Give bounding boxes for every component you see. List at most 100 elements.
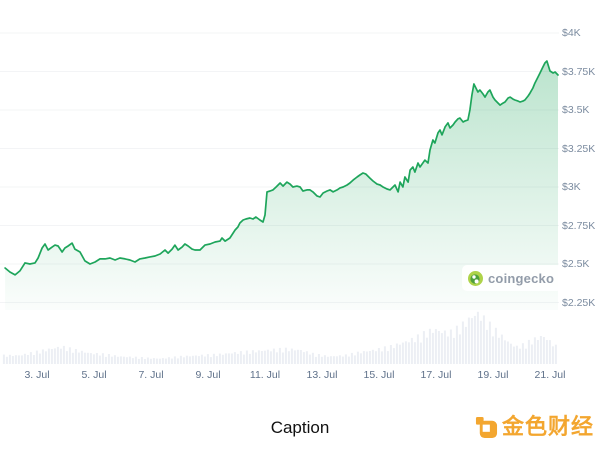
volume-bar (125, 357, 128, 364)
volume-bar (272, 348, 275, 364)
price-line (4, 60, 559, 276)
volume-bar (512, 346, 515, 364)
volume-bar (32, 355, 35, 364)
caption-text: Caption (270, 418, 330, 437)
volume-bar (458, 334, 461, 364)
volume-bar (467, 317, 470, 364)
volume-bar (164, 358, 167, 364)
volume-bar (218, 353, 221, 364)
volume-bar (365, 351, 368, 364)
volume-bar (389, 345, 392, 364)
y-axis-label: $3.75K (562, 65, 596, 78)
volume-bar (308, 354, 311, 364)
x-axis-label: 19. Jul (477, 369, 509, 381)
volume-bar (449, 329, 452, 364)
volume-bar (350, 352, 353, 364)
volume-bar (353, 355, 356, 364)
volume-bar (53, 348, 56, 364)
volume-bar (257, 350, 260, 364)
y-axis-label: $2.5K (562, 258, 590, 270)
volume-bar (452, 337, 455, 364)
volume-bar (41, 349, 44, 364)
volume-bar (269, 351, 272, 364)
y-axis-label: $4K (562, 27, 581, 39)
price-chart[interactable]: coingecko $4K $3.75K $3.5K $3.25K $3K $2.75K $… (0, 0, 600, 390)
volume-bar (2, 354, 5, 364)
volume-bar (14, 355, 17, 364)
volume-bar (236, 353, 239, 364)
volume-bar (8, 354, 11, 364)
x-axis-label: 9. Jul (195, 369, 221, 381)
x-axis-label: 5. Jul (81, 369, 107, 381)
volume-bar (263, 350, 266, 364)
volume-bar (227, 353, 230, 364)
volume-bar (110, 356, 113, 364)
volume-bar (329, 356, 332, 364)
volume-bar (182, 357, 185, 364)
volume-bar (158, 358, 161, 364)
volume-bar (431, 332, 434, 364)
volume-bar (518, 348, 521, 364)
volume-bar (401, 342, 404, 364)
volume-bar (455, 325, 458, 364)
volume-bar (38, 353, 41, 364)
volume-bar (191, 355, 194, 364)
volume-bar (248, 353, 251, 364)
volume-bar (383, 346, 386, 364)
volume-bar (527, 339, 530, 364)
volume-bar (290, 348, 293, 364)
y-axis-label: $3K (562, 181, 581, 193)
volume-bar (413, 342, 416, 364)
volume-bar (29, 352, 32, 364)
volume-bar (104, 356, 107, 364)
volume-bar (482, 315, 485, 364)
volume-bar (224, 353, 227, 364)
volume-bar (347, 356, 350, 364)
volume-bar (494, 327, 497, 364)
volume-bar (419, 342, 422, 364)
volume-bar (473, 315, 476, 364)
volume-bar (47, 348, 50, 364)
volume-bar (209, 357, 212, 364)
volume-bar (68, 347, 71, 364)
volume-bar (536, 340, 539, 364)
volume-bar (542, 337, 545, 364)
volume-bar (554, 344, 557, 364)
volume-bar (443, 330, 446, 364)
volume-bar (149, 358, 152, 364)
volume-bar (203, 356, 206, 364)
volume-bar (377, 348, 380, 364)
volume-bar (395, 343, 398, 364)
volume-bar (515, 345, 518, 364)
volume-bar (323, 355, 326, 364)
volume-bar (440, 333, 443, 364)
volume-bar (95, 353, 98, 364)
volume-bar (311, 352, 314, 364)
volume-bar (35, 350, 38, 364)
volume-bar (161, 358, 164, 364)
volume-bar (488, 321, 491, 364)
volume-bar (194, 355, 197, 364)
volume-bar (212, 353, 215, 364)
volume-bar (44, 351, 47, 364)
price-area-chart-canvas[interactable] (0, 0, 600, 390)
volume-bar (74, 349, 77, 364)
volume-bar (380, 351, 383, 364)
volume-bar (107, 354, 110, 364)
volume-bar (326, 356, 329, 364)
x-axis-label: 13. Jul (306, 369, 338, 381)
y-axis-label: $2.25K (562, 296, 596, 309)
volume-bar (425, 337, 428, 364)
volume-bar (539, 336, 542, 364)
volume-bar (134, 356, 137, 364)
volume-bar (221, 354, 224, 364)
volume-bar (266, 349, 269, 364)
volume-bar (56, 346, 59, 364)
volume-bar (197, 356, 200, 364)
x-axis-label: 17. Jul (420, 369, 452, 381)
volume-bar (200, 354, 203, 364)
volume-bar (17, 355, 20, 364)
volume-bar (5, 356, 8, 364)
volume-bar (548, 340, 551, 364)
